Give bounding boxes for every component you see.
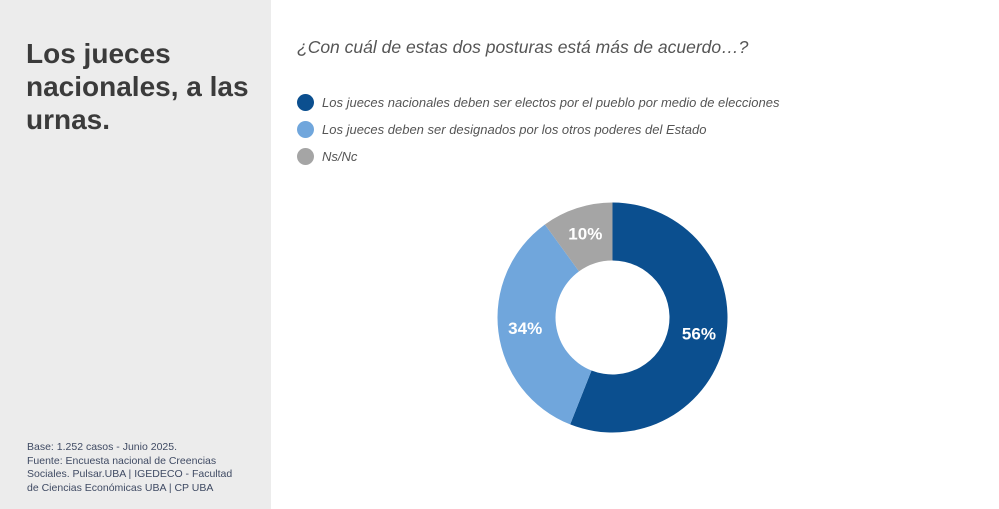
sidebar-panel: Los jueces nacionales, a las urnas. Base… [0,0,271,509]
source-note: Base: 1.252 casos - Junio 2025. Fuente: … [27,441,252,495]
source-line: de Ciencias Económicas UBA | CP UBA [27,481,214,494]
source-line: Fuente: Encuesta nacional de Creencias [27,454,217,467]
legend-swatch [297,94,314,111]
donut-slice-designados [497,224,592,425]
data-label-electos: 56% [682,324,716,343]
legend-label: Los jueces deben ser designados por los … [322,122,707,137]
legend-swatch [297,121,314,138]
chart-legend: Los jueces nacionales deben ser electos … [297,89,779,170]
chart-title: ¿Con cuál de estas dos posturas está más… [297,37,749,57]
data-label-designados: 34% [508,319,542,338]
source-line: Sociales. Pulsar.UBA | IGEDECO - Faculta… [27,468,233,480]
legend-item-nsnc: Ns/Nc [297,143,779,170]
legend-item-electos: Los jueces nacionales deben ser electos … [297,89,779,116]
data-label-nsnc: 10% [568,224,602,243]
donut-slice-nsnc [544,202,613,272]
source-line: Base: 1.252 casos - Junio 2025. [27,441,178,453]
legend-label: Ns/Nc [322,149,358,164]
legend-item-designados: Los jueces deben ser designados por los … [297,116,779,143]
legend-swatch [297,148,314,165]
donut-slice-electos [570,202,728,433]
legend-label: Los jueces nacionales deben ser electos … [322,95,780,110]
page-title: Los jueces nacionales, a las urnas. [26,38,249,135]
donut-chart: 56% 34% 10% [497,202,728,433]
